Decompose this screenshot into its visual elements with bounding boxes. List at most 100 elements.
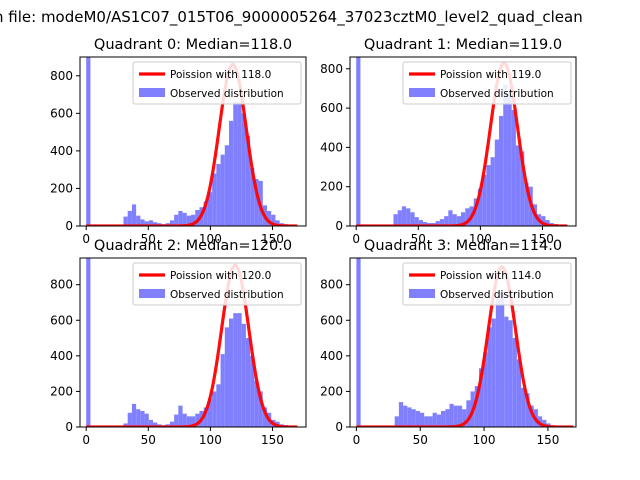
histogram-bar	[237, 102, 242, 226]
histogram-bars	[356, 57, 563, 226]
x-tick-label: 50	[413, 433, 428, 447]
y-tick-label: 0	[335, 219, 343, 233]
histogram-bar	[186, 215, 192, 226]
histogram-bar	[229, 318, 234, 427]
histogram-bar	[401, 206, 407, 226]
y-tick-label: 0	[335, 420, 343, 434]
y-tick-label: 600	[320, 101, 343, 115]
histogram-bar	[453, 405, 458, 427]
x-tick-label: 150	[261, 232, 284, 246]
histogram-bar	[174, 414, 179, 427]
histogram-bar	[411, 409, 416, 427]
histogram-bar	[477, 188, 483, 226]
histogram-bar	[466, 400, 471, 427]
x-tick-label: 50	[141, 232, 156, 246]
histogram-bar	[482, 174, 487, 226]
histogram-bar	[515, 145, 521, 226]
x-tick-label: 0	[82, 232, 90, 246]
histogram-bar	[406, 208, 411, 226]
histogram-bar	[233, 102, 238, 226]
histogram-bar	[262, 407, 268, 427]
histogram-bar	[494, 139, 500, 226]
legend-label-poisson: Poission with 119.0	[440, 69, 541, 81]
histogram-bar	[153, 222, 158, 226]
x-tick-label: 150	[536, 433, 559, 447]
histogram-bar	[407, 407, 412, 427]
histogram-bar	[490, 157, 495, 226]
histogram-bar	[195, 413, 200, 427]
subplot-quadrant-0: Quadrant 0: Median=118.0 0 50 100 150 0 200 400…	[50, 37, 307, 246]
histogram-bar	[439, 219, 445, 226]
histogram-bar	[393, 214, 398, 226]
histogram-bar	[448, 210, 453, 226]
histogram-bar	[529, 405, 534, 427]
histogram-bar	[245, 338, 251, 427]
histogram-bar	[516, 359, 522, 427]
histogram-bar	[207, 192, 213, 226]
legend-bar-swatch	[139, 88, 165, 97]
y-tick-label: 200	[50, 181, 73, 195]
histogram-bar	[424, 416, 429, 427]
histogram-bar	[241, 113, 246, 226]
histogram-bar	[414, 217, 419, 226]
legend-bar-swatch	[409, 289, 435, 298]
axes-frame	[79, 257, 307, 428]
histogram-bar	[441, 410, 446, 427]
y-tick-label: 600	[50, 106, 73, 120]
subplot-grid: Quadrant 0: Median=118.0 0 50 100 150 0 200 400…	[50, 37, 577, 447]
histogram-bar	[216, 384, 221, 427]
histogram-bar	[495, 298, 501, 427]
subplot-title: Quadrant 1: Median=119.0	[364, 37, 562, 53]
histogram-bar	[233, 313, 238, 427]
subplot-title: Quadrant 3: Median=114.0	[364, 238, 562, 254]
histogram-bar	[511, 110, 516, 226]
histogram-bar	[178, 405, 183, 427]
histogram-bar	[254, 380, 259, 427]
legend: Poission with 119.0 Observed distribution	[402, 61, 572, 105]
histogram-bar	[212, 391, 217, 427]
histogram-bar	[127, 210, 132, 226]
histogram-bar	[487, 327, 492, 427]
histogram-bar	[178, 210, 183, 226]
legend-box	[132, 61, 302, 105]
histogram-bar	[195, 210, 200, 226]
histogram-bar	[86, 57, 91, 226]
histogram-bar	[131, 403, 137, 427]
histogram-bar	[456, 216, 462, 226]
legend-label-poisson: Poission with 120.0	[170, 270, 271, 282]
histogram-bar	[474, 386, 479, 427]
histogram-bar	[182, 212, 187, 226]
axes-frame	[349, 257, 577, 428]
figure-suptitle: n file: modeM0/AS1C07_015T06_9000005264_…	[0, 8, 583, 27]
histogram-bar	[86, 258, 91, 427]
histogram-bar	[537, 416, 543, 427]
histogram-bar	[449, 403, 454, 427]
y-tick-label: 800	[320, 62, 343, 76]
histogram-bar	[419, 412, 425, 427]
histogram-bar	[524, 182, 529, 226]
histogram-bar	[237, 313, 242, 427]
histogram-bar	[148, 419, 154, 427]
histogram-bar	[423, 222, 428, 226]
histogram-bar	[182, 413, 187, 427]
histogram-bar	[418, 220, 424, 226]
x-tick-label: 0	[82, 433, 90, 447]
histogram-bar	[271, 214, 276, 226]
histogram-bar	[148, 220, 154, 226]
poisson-curve	[86, 62, 298, 226]
legend-bar-swatch	[139, 289, 165, 298]
histogram-bar	[131, 204, 137, 226]
histogram-bar	[174, 214, 179, 226]
x-tick-label: 50	[411, 232, 426, 246]
histogram-bar	[499, 115, 504, 226]
histogram-bar	[508, 320, 513, 427]
x-tick-label: 150	[531, 232, 554, 246]
y-tick-label: 600	[50, 313, 73, 327]
histogram-bar	[136, 215, 141, 226]
histogram-bar	[275, 220, 280, 226]
histogram-bar	[542, 419, 547, 427]
histogram-bar	[254, 179, 259, 226]
x-tick-label: 100	[199, 433, 222, 447]
legend-label-observed: Observed distribution	[440, 289, 554, 301]
histogram-bar	[245, 135, 251, 226]
